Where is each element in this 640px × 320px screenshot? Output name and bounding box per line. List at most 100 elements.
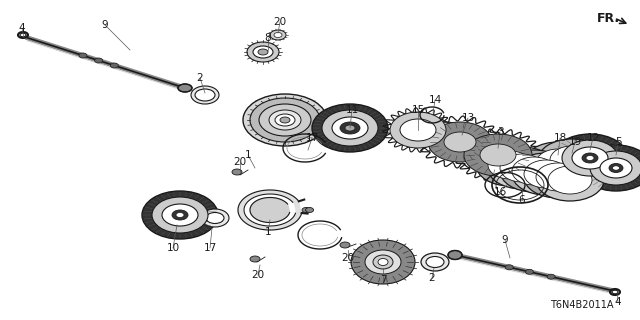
Text: 20: 20 (252, 270, 264, 280)
Text: 9: 9 (502, 235, 508, 245)
Ellipse shape (312, 104, 388, 152)
Ellipse shape (270, 30, 286, 40)
Ellipse shape (340, 122, 360, 134)
Ellipse shape (206, 212, 224, 223)
Ellipse shape (250, 256, 260, 262)
Polygon shape (238, 190, 301, 230)
Ellipse shape (562, 140, 618, 176)
Ellipse shape (340, 242, 350, 248)
Ellipse shape (476, 144, 544, 186)
Text: 4: 4 (19, 23, 26, 33)
Text: 7: 7 (380, 275, 387, 285)
Ellipse shape (269, 110, 301, 130)
Ellipse shape (426, 257, 444, 268)
Ellipse shape (247, 42, 279, 62)
Ellipse shape (524, 142, 592, 184)
Ellipse shape (95, 58, 102, 63)
Ellipse shape (500, 154, 544, 182)
Ellipse shape (600, 158, 632, 178)
Text: 20: 20 (273, 17, 287, 27)
Ellipse shape (351, 240, 415, 284)
Ellipse shape (582, 153, 598, 163)
Ellipse shape (378, 259, 388, 266)
Ellipse shape (332, 117, 368, 139)
Text: 2: 2 (429, 273, 435, 283)
Ellipse shape (547, 274, 555, 279)
Text: 20: 20 (341, 253, 355, 263)
Ellipse shape (512, 157, 556, 185)
Ellipse shape (305, 207, 314, 212)
Ellipse shape (590, 151, 640, 185)
Ellipse shape (390, 112, 446, 148)
Ellipse shape (572, 147, 608, 169)
Text: 15: 15 (412, 105, 424, 115)
Ellipse shape (345, 125, 355, 131)
Ellipse shape (428, 122, 492, 162)
Ellipse shape (550, 146, 594, 174)
Ellipse shape (612, 166, 620, 170)
Ellipse shape (172, 210, 188, 220)
Ellipse shape (524, 156, 592, 198)
Ellipse shape (536, 163, 580, 191)
Ellipse shape (274, 33, 282, 37)
Text: FR.: FR. (597, 12, 620, 25)
Text: 8: 8 (265, 33, 271, 43)
Text: 19: 19 (568, 137, 582, 147)
Ellipse shape (464, 134, 532, 176)
Ellipse shape (488, 147, 556, 189)
Ellipse shape (110, 63, 118, 68)
Ellipse shape (79, 53, 87, 58)
Ellipse shape (480, 144, 516, 166)
Ellipse shape (152, 197, 208, 233)
Ellipse shape (201, 209, 229, 227)
Ellipse shape (400, 119, 436, 141)
Ellipse shape (536, 159, 604, 201)
Text: 4: 4 (614, 297, 621, 307)
Ellipse shape (586, 156, 594, 161)
Ellipse shape (538, 139, 606, 181)
Ellipse shape (250, 98, 320, 142)
Ellipse shape (178, 84, 192, 92)
Ellipse shape (275, 114, 295, 126)
Ellipse shape (322, 110, 378, 146)
Text: 18: 18 (554, 133, 566, 143)
Text: 11: 11 (346, 105, 358, 115)
Ellipse shape (609, 164, 623, 172)
Ellipse shape (444, 132, 476, 152)
Ellipse shape (548, 166, 592, 194)
Text: 5: 5 (614, 137, 621, 147)
Text: 10: 10 (166, 243, 180, 253)
Ellipse shape (365, 250, 401, 274)
Text: 12: 12 (586, 133, 600, 143)
Ellipse shape (243, 94, 327, 146)
Ellipse shape (525, 269, 533, 274)
Ellipse shape (253, 46, 273, 58)
Ellipse shape (524, 160, 568, 188)
Ellipse shape (259, 104, 311, 136)
Text: 2: 2 (196, 73, 204, 83)
Text: 16: 16 (493, 187, 507, 197)
Text: 17: 17 (204, 243, 216, 253)
Ellipse shape (505, 265, 513, 270)
Ellipse shape (302, 207, 310, 212)
Polygon shape (244, 194, 296, 226)
Ellipse shape (552, 134, 628, 182)
Ellipse shape (421, 253, 449, 271)
Ellipse shape (162, 204, 198, 226)
Text: 3: 3 (497, 127, 503, 137)
Ellipse shape (488, 151, 532, 179)
Text: 9: 9 (102, 20, 108, 30)
Ellipse shape (176, 212, 184, 218)
Text: 20: 20 (234, 157, 246, 167)
Ellipse shape (232, 169, 242, 175)
Ellipse shape (195, 89, 215, 101)
Text: 1: 1 (244, 150, 252, 160)
Ellipse shape (448, 251, 462, 260)
Ellipse shape (500, 150, 568, 192)
Ellipse shape (536, 149, 580, 177)
Text: 13: 13 (461, 113, 475, 123)
Text: 17: 17 (305, 133, 319, 143)
Text: 6: 6 (518, 195, 525, 205)
Ellipse shape (142, 191, 218, 239)
Text: 14: 14 (428, 95, 442, 105)
